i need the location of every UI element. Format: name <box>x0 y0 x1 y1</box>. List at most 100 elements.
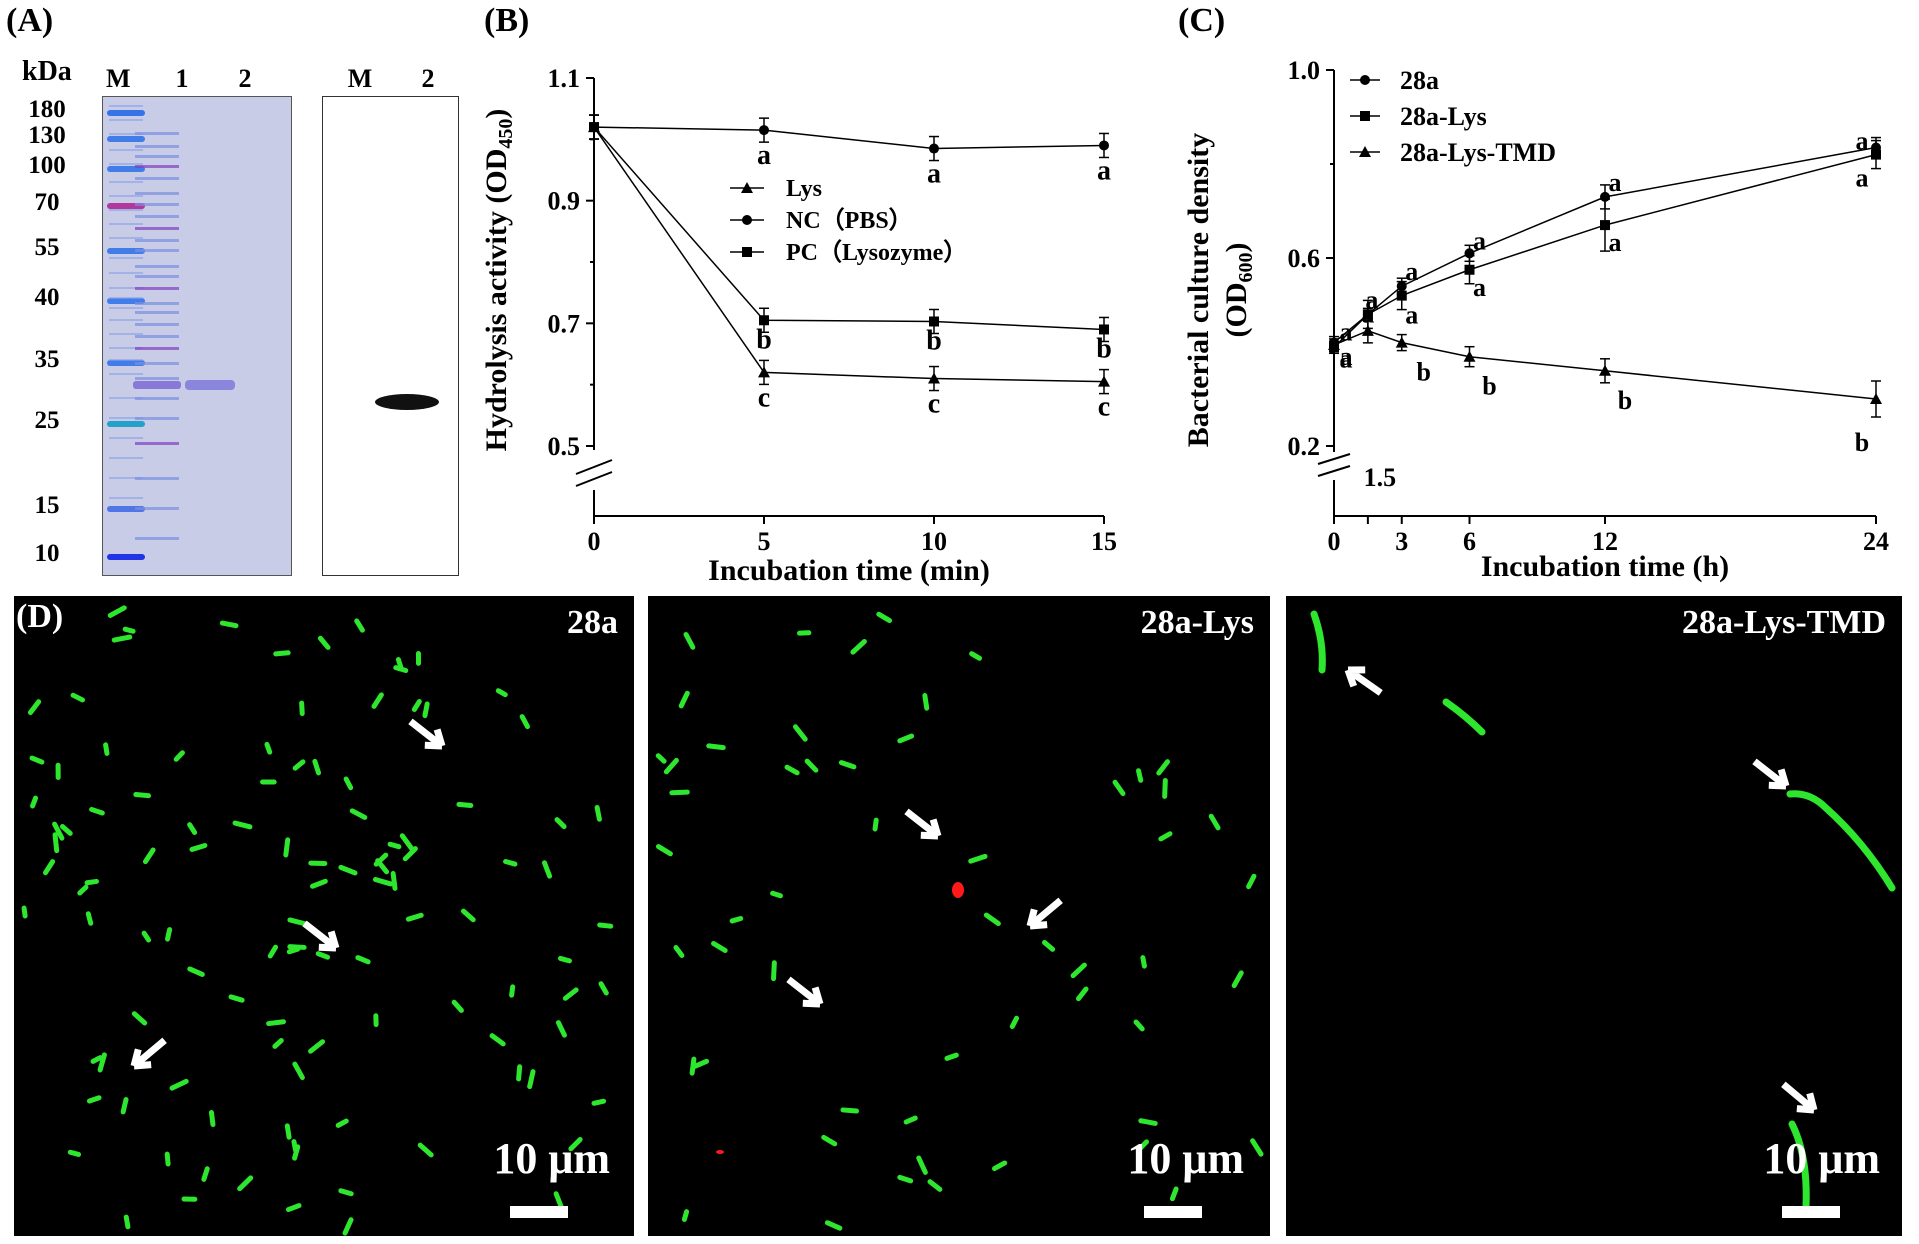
panel-d-letter: (D) <box>16 598 64 635</box>
y-tick-label: 1.1 <box>548 64 581 93</box>
y-axis-label: Hydrolysis activity (OD450) <box>484 109 517 452</box>
bacterial-cell <box>107 605 127 618</box>
marker-smear <box>109 195 143 197</box>
lysate-band <box>135 203 179 206</box>
bacterial-cell <box>872 817 879 832</box>
bacterial-cell <box>187 966 205 977</box>
bacterial-cell <box>792 724 808 742</box>
bacterial-cell <box>489 1033 506 1047</box>
bacterial-cell <box>103 742 110 756</box>
bacterial-cell <box>557 955 572 964</box>
panel-b-letter: (B) <box>484 2 530 39</box>
bacterial-cell <box>142 847 156 865</box>
bacterial-cell <box>1136 1139 1150 1153</box>
bacterial-cell <box>655 844 673 857</box>
bacterial-cell <box>189 842 208 852</box>
lysate-band <box>135 155 179 158</box>
bacterial-cell <box>1156 759 1171 776</box>
bacterial-cell <box>201 1166 210 1182</box>
lysate-band <box>135 397 179 400</box>
y-tick-label: 0.2 <box>1288 432 1321 461</box>
blot-lane-label: 2 <box>421 64 435 93</box>
marker-smear <box>109 237 143 239</box>
significance-letter: a <box>1340 344 1353 373</box>
scale-bar <box>1144 1206 1202 1218</box>
bacterial-cell <box>292 1061 305 1081</box>
bacterial-cell <box>411 699 422 712</box>
marker-smear <box>109 209 143 211</box>
data-point <box>1395 336 1408 348</box>
lysate-band <box>135 265 179 268</box>
scale-text: 10 μm <box>1127 1134 1244 1183</box>
lysate-band <box>135 227 179 230</box>
marker-smear <box>109 347 143 349</box>
bacterial-cell <box>1162 777 1168 799</box>
bacterial-cell <box>285 1203 302 1213</box>
marker-smear <box>109 223 143 225</box>
arrow <box>302 920 340 952</box>
bacterial-cell <box>77 884 89 896</box>
marker-smear <box>109 105 143 107</box>
marker-smear <box>109 373 143 375</box>
micrograph-28a-lys: 28a-Lys 10 μm <box>648 596 1270 1236</box>
bacterial-cell <box>1112 779 1126 797</box>
bacterial-cell <box>354 618 365 633</box>
bacterial-cell <box>689 1056 697 1076</box>
bacterial-cell <box>568 1136 583 1152</box>
lysate-band <box>135 275 179 278</box>
bacterial-cell <box>876 611 893 624</box>
legend-entry: 28a-Lys <box>1350 102 1487 131</box>
bacterial-cell <box>969 651 983 661</box>
significance-letter: a <box>1340 342 1353 371</box>
y-tick-label: 0.9 <box>548 187 581 216</box>
bacterial-cell <box>373 852 389 867</box>
axis-break <box>1317 453 1351 465</box>
bacterial-cell <box>673 945 685 959</box>
data-point <box>1600 220 1610 231</box>
bacterial-cell <box>922 692 930 711</box>
bacterial-cell <box>597 922 614 929</box>
legend-entry: Lys <box>730 176 822 202</box>
arrow <box>408 718 446 750</box>
marker-smear <box>109 257 143 259</box>
bacterial-cell <box>770 890 783 899</box>
bacterial-cell <box>355 955 371 965</box>
micrograph-28a-lys-tmd: 28a-Lys-TMD 10 μm <box>1286 596 1902 1236</box>
data-point <box>1362 309 1373 320</box>
significance-letter: b <box>1618 386 1632 415</box>
lysate-band <box>135 323 179 326</box>
significance-letter: a <box>1856 164 1869 193</box>
significance-letter: a <box>1097 155 1111 186</box>
lysate-band <box>135 302 179 305</box>
x-tick-label: 15 <box>1091 527 1117 556</box>
y-tick-label: 1.0 <box>1288 56 1321 85</box>
bacterial-cell <box>120 1097 129 1115</box>
data-point <box>928 372 940 384</box>
lysate-band <box>135 215 179 218</box>
bacterial-cell <box>1138 1118 1158 1126</box>
x-axis-label: Incubation time (h) <box>1481 550 1729 583</box>
bacterial-cell <box>711 940 728 953</box>
bacterial-cell <box>1250 1138 1264 1157</box>
significance-letter: b <box>1417 358 1431 387</box>
bacterial-cell <box>821 1134 838 1147</box>
marker-size-label: 35 <box>34 346 60 373</box>
micrograph-28a: 28a 10 μm <box>14 596 634 1236</box>
data-point <box>589 122 599 133</box>
kda-unit-label: kDa <box>22 56 72 87</box>
bacterial-cell <box>266 1019 286 1027</box>
bacterial-cell <box>335 1118 349 1128</box>
bacterial-cell <box>237 1175 254 1192</box>
significance-letter: a <box>1856 127 1869 156</box>
bacterial-cell <box>503 858 518 867</box>
bacterial-cell <box>1133 1019 1145 1032</box>
bacterial-cell <box>89 806 105 816</box>
bacterial-cell <box>784 764 800 776</box>
lysate-band <box>135 145 179 148</box>
marker-band <box>107 136 145 142</box>
bacterial-cell <box>509 984 516 998</box>
filament-cell <box>1788 1120 1810 1210</box>
arrow <box>904 808 942 840</box>
marker-smear <box>109 457 143 459</box>
